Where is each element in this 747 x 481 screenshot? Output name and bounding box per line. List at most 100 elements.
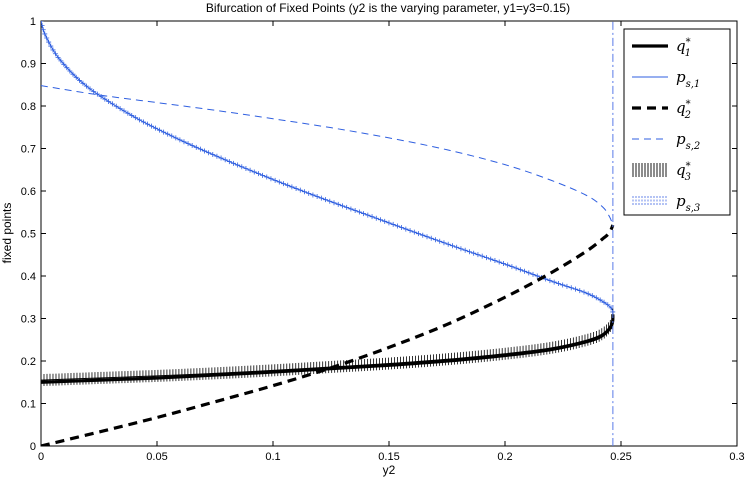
series-marker	[344, 204, 350, 210]
series-marker	[87, 86, 93, 92]
y-axis-ticks: 0 0.1 0.2 0.3 0.4 0.5 0.6 0.7 0.8 0.9 1	[21, 16, 737, 453]
series-marker	[41, 22, 45, 28]
series-line	[41, 224, 615, 446]
series-marker	[173, 135, 179, 141]
series-marker	[382, 218, 388, 224]
series-marker	[64, 65, 70, 71]
series-marker	[394, 223, 400, 229]
series-marker	[449, 243, 455, 249]
series-marker	[593, 295, 599, 301]
legend-label-sup: *	[686, 37, 691, 48]
series-marker	[517, 267, 523, 273]
plot-area	[40, 20, 738, 447]
series-marker	[169, 133, 175, 139]
series-marker	[462, 247, 468, 253]
series-marker	[230, 160, 236, 166]
series-marker	[492, 258, 498, 264]
series-marker	[153, 125, 159, 131]
series-marker	[125, 110, 131, 116]
series-marker	[331, 200, 337, 206]
series-marker	[356, 209, 362, 215]
legend-label: ps,2	[676, 130, 700, 152]
series-marker	[251, 169, 257, 175]
legend-item-2: ps,1	[632, 68, 700, 90]
series-marker	[46, 39, 52, 45]
series-4	[41, 85, 614, 226]
y-tick-label: 0.8	[21, 101, 36, 113]
series-marker	[61, 61, 67, 67]
y-tick-label: 0	[30, 441, 36, 453]
x-axis-label: y2	[383, 463, 396, 477]
series-marker	[585, 291, 591, 297]
legend-label: ps,1	[676, 68, 700, 90]
legend-label: q* 1	[676, 37, 691, 59]
series-marker	[202, 148, 208, 154]
legend-label: ps,3	[676, 192, 700, 214]
series-marker	[589, 293, 595, 299]
series-marker	[157, 127, 163, 133]
series-marker	[547, 278, 553, 284]
series-marker	[509, 264, 515, 270]
legend-item-3: q* 2	[632, 99, 691, 121]
series-marker	[513, 265, 519, 271]
y-tick-label: 0.4	[21, 271, 36, 283]
series-marker	[222, 157, 228, 163]
series-marker	[50, 47, 56, 53]
y-tick-label: 0.6	[21, 186, 36, 198]
series-marker	[67, 68, 73, 74]
y-tick-label: 1	[30, 16, 36, 28]
y-tick-label: 0.2	[21, 356, 36, 368]
series-marker	[530, 271, 536, 277]
series-marker	[185, 141, 191, 147]
series-marker	[243, 166, 249, 172]
series-marker	[432, 237, 438, 243]
series-marker	[399, 225, 405, 231]
series-marker	[323, 197, 329, 203]
legend-item-6: ps,3	[632, 192, 700, 214]
series-marker	[377, 217, 383, 223]
series-marker	[260, 172, 266, 178]
y-tick-label: 0.7	[21, 144, 36, 156]
series-marker	[214, 153, 220, 159]
series-marker	[285, 182, 291, 188]
series-marker	[77, 77, 83, 83]
series-marker	[437, 238, 443, 244]
series-marker	[109, 101, 115, 107]
series-marker	[272, 177, 278, 183]
series-marker	[352, 207, 358, 213]
series-marker	[407, 228, 413, 234]
legend-label-base: q	[676, 37, 686, 55]
series-marker	[471, 250, 477, 256]
series-2	[41, 21, 616, 315]
legend-label-base: q	[676, 99, 686, 117]
series-marker	[141, 119, 147, 125]
series-marker	[289, 184, 295, 190]
x-tick-label: 0.05	[146, 451, 167, 463]
series-marker	[83, 83, 89, 89]
legend-label-sup: *	[686, 161, 691, 172]
legend-label-sub: s,3	[686, 203, 701, 214]
series-marker	[314, 194, 320, 200]
x-tick-label: 0.25	[610, 451, 631, 463]
series-5	[41, 308, 614, 387]
series-marker	[608, 305, 614, 311]
x-tick-label: 0	[38, 451, 44, 463]
legend-label-sub: 3	[685, 172, 691, 183]
series-marker	[149, 123, 155, 129]
series-marker	[500, 261, 506, 267]
series-marker	[73, 74, 79, 80]
legend-label-sub: s,2	[686, 141, 701, 152]
series-marker	[483, 255, 489, 261]
chart-title: Bifurcation of Fixed Points (y2 is the v…	[206, 1, 570, 15]
series-marker	[522, 268, 528, 274]
series-marker	[386, 220, 392, 226]
legend-label-base: q	[676, 161, 686, 179]
x-tick-label: 0.2	[497, 451, 512, 463]
x-axis-ticks: 0 0.05 0.1 0.15 0.2 0.25 0.3	[38, 21, 745, 463]
series-marker	[91, 89, 97, 95]
legend-item-5: q* 3	[632, 161, 691, 183]
series-marker	[106, 99, 112, 105]
series-marker	[48, 43, 54, 49]
series-marker	[117, 106, 123, 112]
